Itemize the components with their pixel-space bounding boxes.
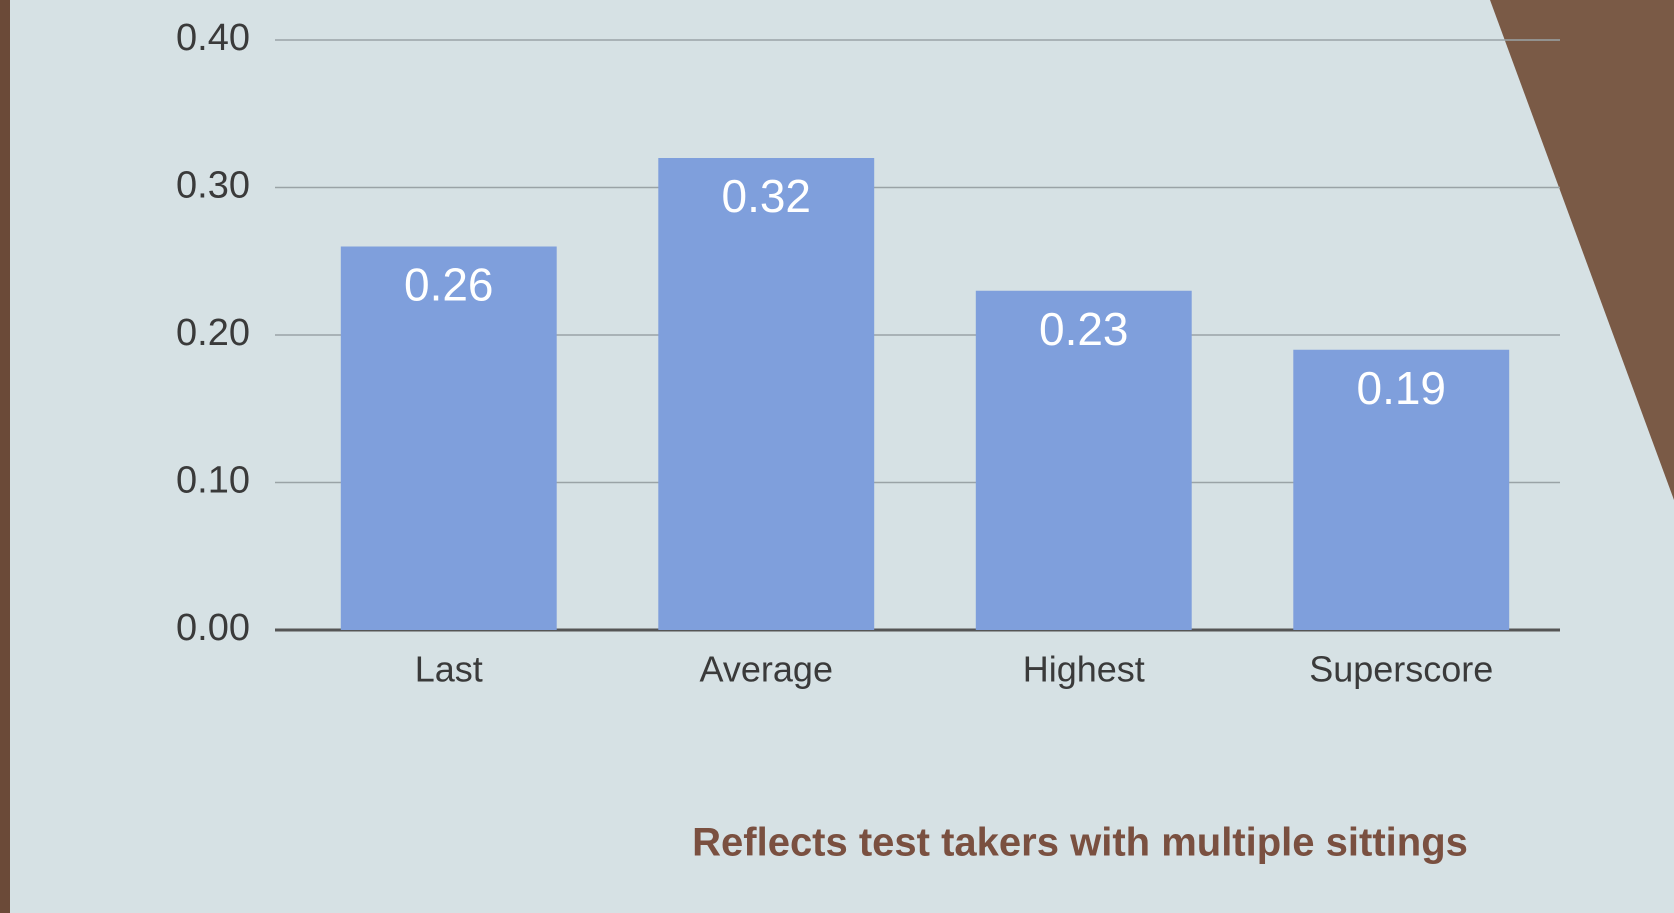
x-tick-label: Average (700, 649, 833, 690)
y-tick-label: 0.30 (176, 165, 250, 207)
frame-left (0, 0, 10, 913)
value-label: 0.32 (721, 170, 811, 222)
bar (658, 158, 874, 630)
x-tick-label: Superscore (1309, 649, 1493, 690)
y-tick-label: 0.40 (176, 17, 250, 59)
note: Reflects test takers with multiple sitti… (692, 821, 1468, 865)
value-label: 0.19 (1356, 362, 1446, 414)
chart: 0.00 0.10 0.20 0.30 0.40 0.26 Last 0.32 Average 0… (0, 0, 1674, 913)
y-tick-label: 0.00 (176, 607, 250, 649)
x-tick-label: Last (415, 649, 483, 690)
x-tick-label: Highest (1023, 649, 1145, 690)
value-label: 0.23 (1039, 303, 1129, 355)
y-tick-label: 0.20 (176, 312, 250, 354)
value-label: 0.26 (404, 259, 494, 311)
y-tick-label: 0.10 (176, 460, 250, 502)
